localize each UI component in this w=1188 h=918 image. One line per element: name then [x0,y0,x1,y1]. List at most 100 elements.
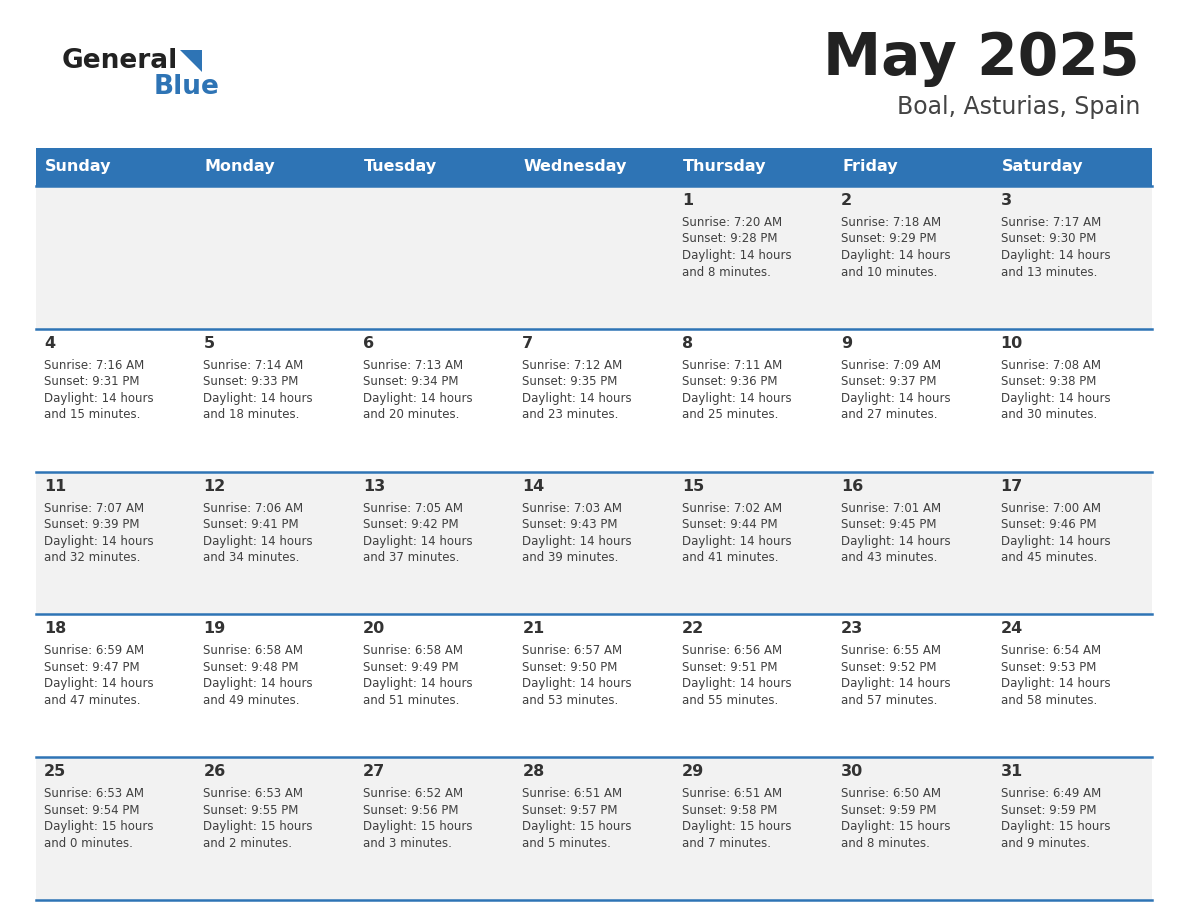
Text: and 41 minutes.: and 41 minutes. [682,551,778,564]
Text: Sunrise: 6:58 AM: Sunrise: 6:58 AM [203,644,303,657]
Text: Daylight: 14 hours: Daylight: 14 hours [203,534,314,548]
Text: 21: 21 [523,621,544,636]
Bar [674,186,833,329]
Text: Sunset: 9:37 PM: Sunset: 9:37 PM [841,375,936,388]
Text: Sunset: 9:35 PM: Sunset: 9:35 PM [523,375,618,388]
Text: Daylight: 14 hours: Daylight: 14 hours [523,677,632,690]
Bar [833,329,992,472]
Bar [196,472,355,614]
Text: Daylight: 15 hours: Daylight: 15 hours [841,820,950,834]
Text: and 34 minutes.: and 34 minutes. [203,551,299,564]
Bar [36,148,196,186]
Text: 4: 4 [44,336,55,351]
Text: 6: 6 [362,336,374,351]
Text: 27: 27 [362,764,385,779]
Text: Sunrise: 7:08 AM: Sunrise: 7:08 AM [1000,359,1100,372]
Text: Daylight: 14 hours: Daylight: 14 hours [44,534,153,548]
Text: Daylight: 14 hours: Daylight: 14 hours [523,534,632,548]
Text: and 37 minutes.: and 37 minutes. [362,551,460,564]
Text: Sunrise: 6:55 AM: Sunrise: 6:55 AM [841,644,941,657]
Text: Boal, Asturias, Spain: Boal, Asturias, Spain [897,95,1140,119]
Text: Sunset: 9:42 PM: Sunset: 9:42 PM [362,518,459,532]
Bar [355,329,514,472]
Bar [833,472,992,614]
Text: 2: 2 [841,193,852,208]
Bar [674,329,833,472]
Text: Daylight: 14 hours: Daylight: 14 hours [841,677,950,690]
Text: 13: 13 [362,478,385,494]
Text: Sunset: 9:53 PM: Sunset: 9:53 PM [1000,661,1097,674]
Bar [514,614,674,757]
Text: and 32 minutes.: and 32 minutes. [44,551,140,564]
Text: Sunday: Sunday [45,160,112,174]
Text: Sunset: 9:43 PM: Sunset: 9:43 PM [523,518,618,532]
Text: Daylight: 15 hours: Daylight: 15 hours [362,820,473,834]
Text: Sunset: 9:59 PM: Sunset: 9:59 PM [841,803,936,817]
Text: Sunrise: 7:14 AM: Sunrise: 7:14 AM [203,359,304,372]
Text: Sunset: 9:56 PM: Sunset: 9:56 PM [362,803,459,817]
Bar [992,614,1152,757]
Text: Sunrise: 7:00 AM: Sunrise: 7:00 AM [1000,501,1100,515]
Text: Sunrise: 7:11 AM: Sunrise: 7:11 AM [682,359,782,372]
Text: 30: 30 [841,764,864,779]
Text: Sunset: 9:50 PM: Sunset: 9:50 PM [523,661,618,674]
Text: Blue: Blue [154,74,220,100]
Bar [36,472,196,614]
Text: Sunrise: 7:13 AM: Sunrise: 7:13 AM [362,359,463,372]
Bar [514,186,674,329]
Text: Sunrise: 6:57 AM: Sunrise: 6:57 AM [523,644,623,657]
Bar [674,148,833,186]
Text: Sunset: 9:29 PM: Sunset: 9:29 PM [841,232,937,245]
Bar [355,757,514,900]
Text: 17: 17 [1000,478,1023,494]
Text: Sunrise: 6:51 AM: Sunrise: 6:51 AM [682,788,782,800]
Bar [196,329,355,472]
Text: Daylight: 14 hours: Daylight: 14 hours [1000,392,1111,405]
Text: and 9 minutes.: and 9 minutes. [1000,836,1089,850]
Text: Daylight: 14 hours: Daylight: 14 hours [841,392,950,405]
Text: Friday: Friday [842,160,898,174]
Text: and 57 minutes.: and 57 minutes. [841,694,937,707]
Text: Sunrise: 7:12 AM: Sunrise: 7:12 AM [523,359,623,372]
Text: 28: 28 [523,764,544,779]
Text: and 2 minutes.: and 2 minutes. [203,836,292,850]
Text: Sunset: 9:38 PM: Sunset: 9:38 PM [1000,375,1097,388]
Text: Sunrise: 6:54 AM: Sunrise: 6:54 AM [1000,644,1101,657]
Text: 10: 10 [1000,336,1023,351]
Text: Sunrise: 7:02 AM: Sunrise: 7:02 AM [682,501,782,515]
Bar [355,472,514,614]
Text: Daylight: 14 hours: Daylight: 14 hours [523,392,632,405]
Text: Sunrise: 7:17 AM: Sunrise: 7:17 AM [1000,216,1101,229]
Text: 22: 22 [682,621,704,636]
Text: Sunrise: 7:06 AM: Sunrise: 7:06 AM [203,501,304,515]
Text: Sunset: 9:51 PM: Sunset: 9:51 PM [682,661,777,674]
Text: 31: 31 [1000,764,1023,779]
Text: Sunset: 9:48 PM: Sunset: 9:48 PM [203,661,299,674]
Text: and 18 minutes.: and 18 minutes. [203,409,299,421]
Text: Daylight: 15 hours: Daylight: 15 hours [523,820,632,834]
Text: Sunset: 9:44 PM: Sunset: 9:44 PM [682,518,777,532]
Bar [196,148,355,186]
Text: Sunset: 9:36 PM: Sunset: 9:36 PM [682,375,777,388]
Text: Daylight: 14 hours: Daylight: 14 hours [203,677,314,690]
Text: Sunset: 9:47 PM: Sunset: 9:47 PM [44,661,140,674]
Text: Tuesday: Tuesday [364,160,437,174]
Text: and 47 minutes.: and 47 minutes. [44,694,140,707]
Text: Sunset: 9:30 PM: Sunset: 9:30 PM [1000,232,1097,245]
Bar [514,329,674,472]
Text: and 15 minutes.: and 15 minutes. [44,409,140,421]
Bar [992,148,1152,186]
Text: and 8 minutes.: and 8 minutes. [841,836,930,850]
Text: and 30 minutes.: and 30 minutes. [1000,409,1097,421]
Bar [355,186,514,329]
Text: and 7 minutes.: and 7 minutes. [682,836,771,850]
Bar [196,186,355,329]
Text: Sunset: 9:54 PM: Sunset: 9:54 PM [44,803,139,817]
Text: 18: 18 [44,621,67,636]
Bar [992,472,1152,614]
Bar [196,614,355,757]
Text: Daylight: 14 hours: Daylight: 14 hours [1000,534,1111,548]
Text: Sunset: 9:58 PM: Sunset: 9:58 PM [682,803,777,817]
Bar [355,148,514,186]
Text: Daylight: 14 hours: Daylight: 14 hours [841,534,950,548]
